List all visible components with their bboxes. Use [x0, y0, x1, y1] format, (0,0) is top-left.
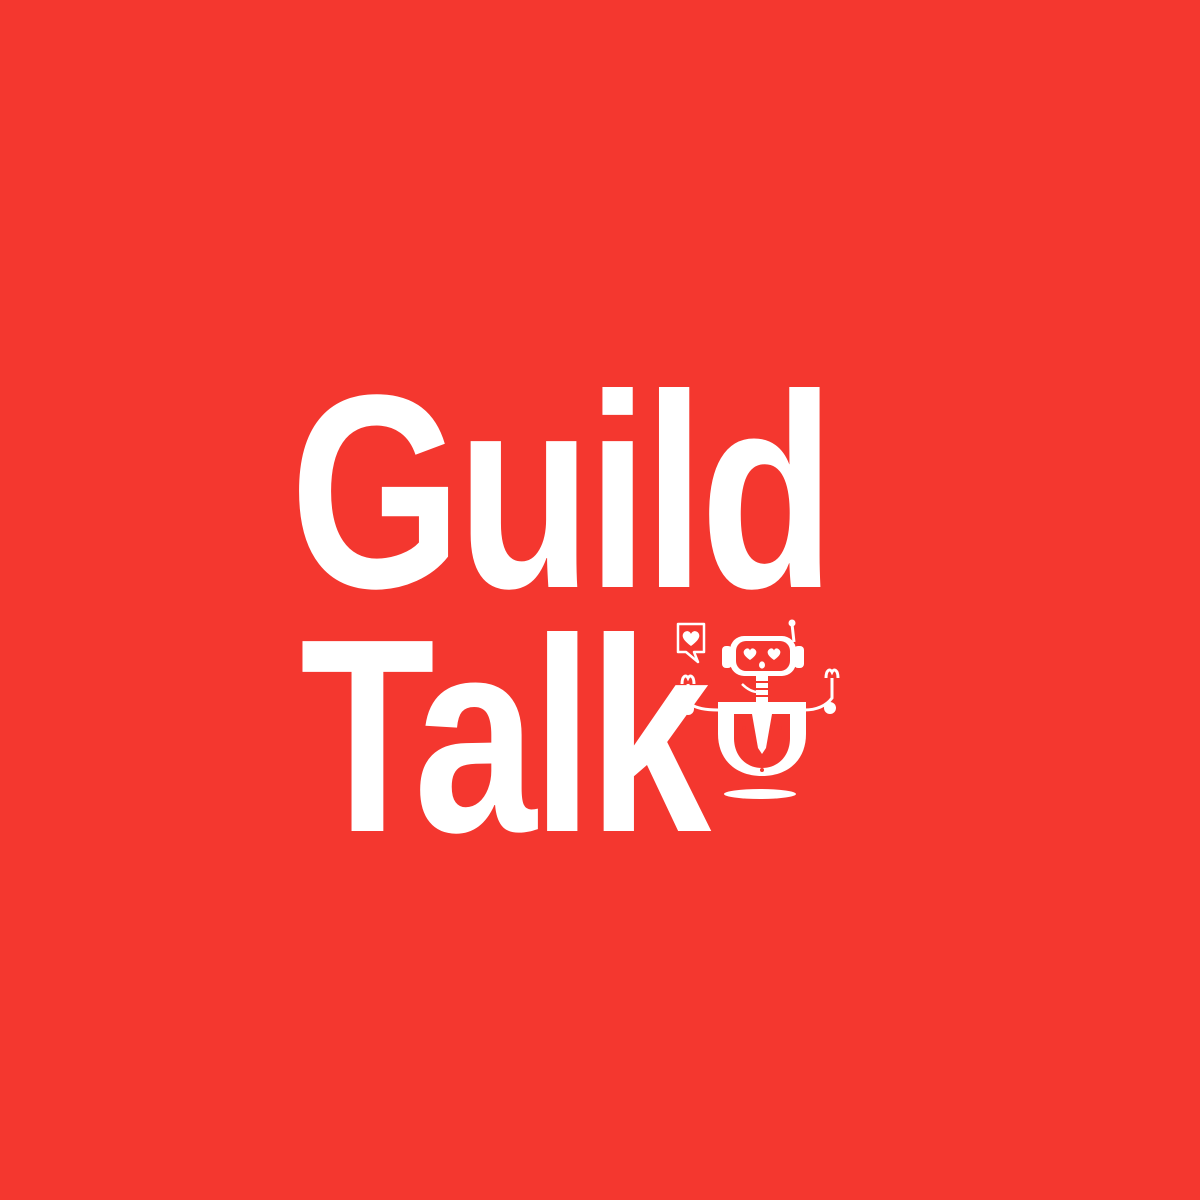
- robot-left-arm: [680, 674, 719, 715]
- robot-neck: [741, 676, 768, 702]
- logo-title-line-1: Guild: [290, 338, 835, 646]
- antenna: [788, 619, 796, 643]
- heart-speech-bubble-icon: [676, 622, 706, 664]
- logo-title-line-2: Talk: [300, 582, 711, 890]
- robot-body: [718, 702, 806, 776]
- robot-right-arm: [803, 668, 840, 714]
- robot-mascot-icon: [676, 619, 840, 799]
- robot-shadow: [724, 789, 796, 799]
- robot-head: [722, 636, 804, 676]
